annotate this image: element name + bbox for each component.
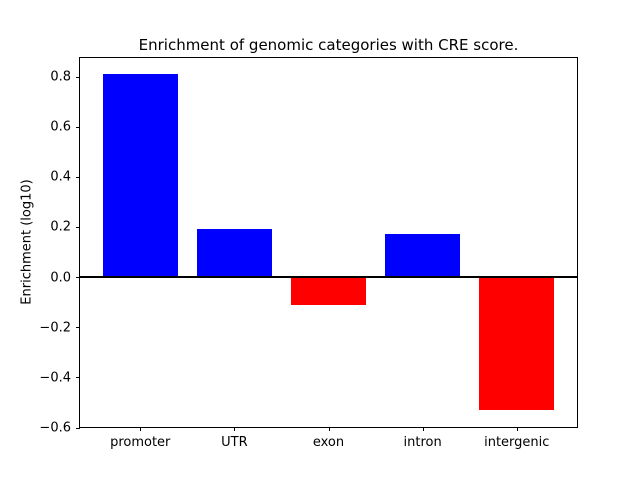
x-tick-label-UTR: UTR [221,435,248,450]
y-tick-mark [76,327,80,328]
y-tick-label: 0.0 [50,270,71,286]
x-tick-mark [423,427,424,431]
x-tick-label-intergenic: intergenic [484,435,550,450]
bar-promoter [102,74,178,278]
y-axis-label: Enrichment (log10) [19,179,35,305]
bar-intron [384,234,461,278]
y-tick-mark [76,227,80,228]
x-tick-label-exon: exon [312,435,345,450]
y-tick-label: 0.8 [50,69,71,85]
bar-intergenic [479,277,555,410]
bar-UTR [196,229,273,278]
y-tick-mark [76,77,80,78]
y-tick-mark [76,377,80,378]
x-tick-mark [234,427,235,431]
y-tick-label: 0.6 [50,119,71,135]
x-tick-mark [329,427,330,431]
zero-baseline [80,276,577,279]
y-tick-mark [76,127,80,128]
x-tick-label-intron: intron [403,435,442,450]
bar-exon [290,277,367,305]
x-tick-mark [517,427,518,431]
plot-area [79,57,578,428]
y-tick-mark [76,277,80,278]
y-tick-label: −0.6 [39,420,71,436]
y-tick-label: −0.4 [39,370,71,386]
y-tick-mark [76,428,80,429]
x-tick-label-promoter: promoter [110,435,171,450]
y-tick-label: 0.2 [50,219,71,235]
y-tick-mark [76,177,80,178]
y-tick-label: −0.2 [39,320,71,336]
x-tick-mark [140,427,141,431]
y-tick-label: 0.4 [50,169,71,185]
chart-title: Enrichment of genomic categories with CR… [138,36,519,54]
